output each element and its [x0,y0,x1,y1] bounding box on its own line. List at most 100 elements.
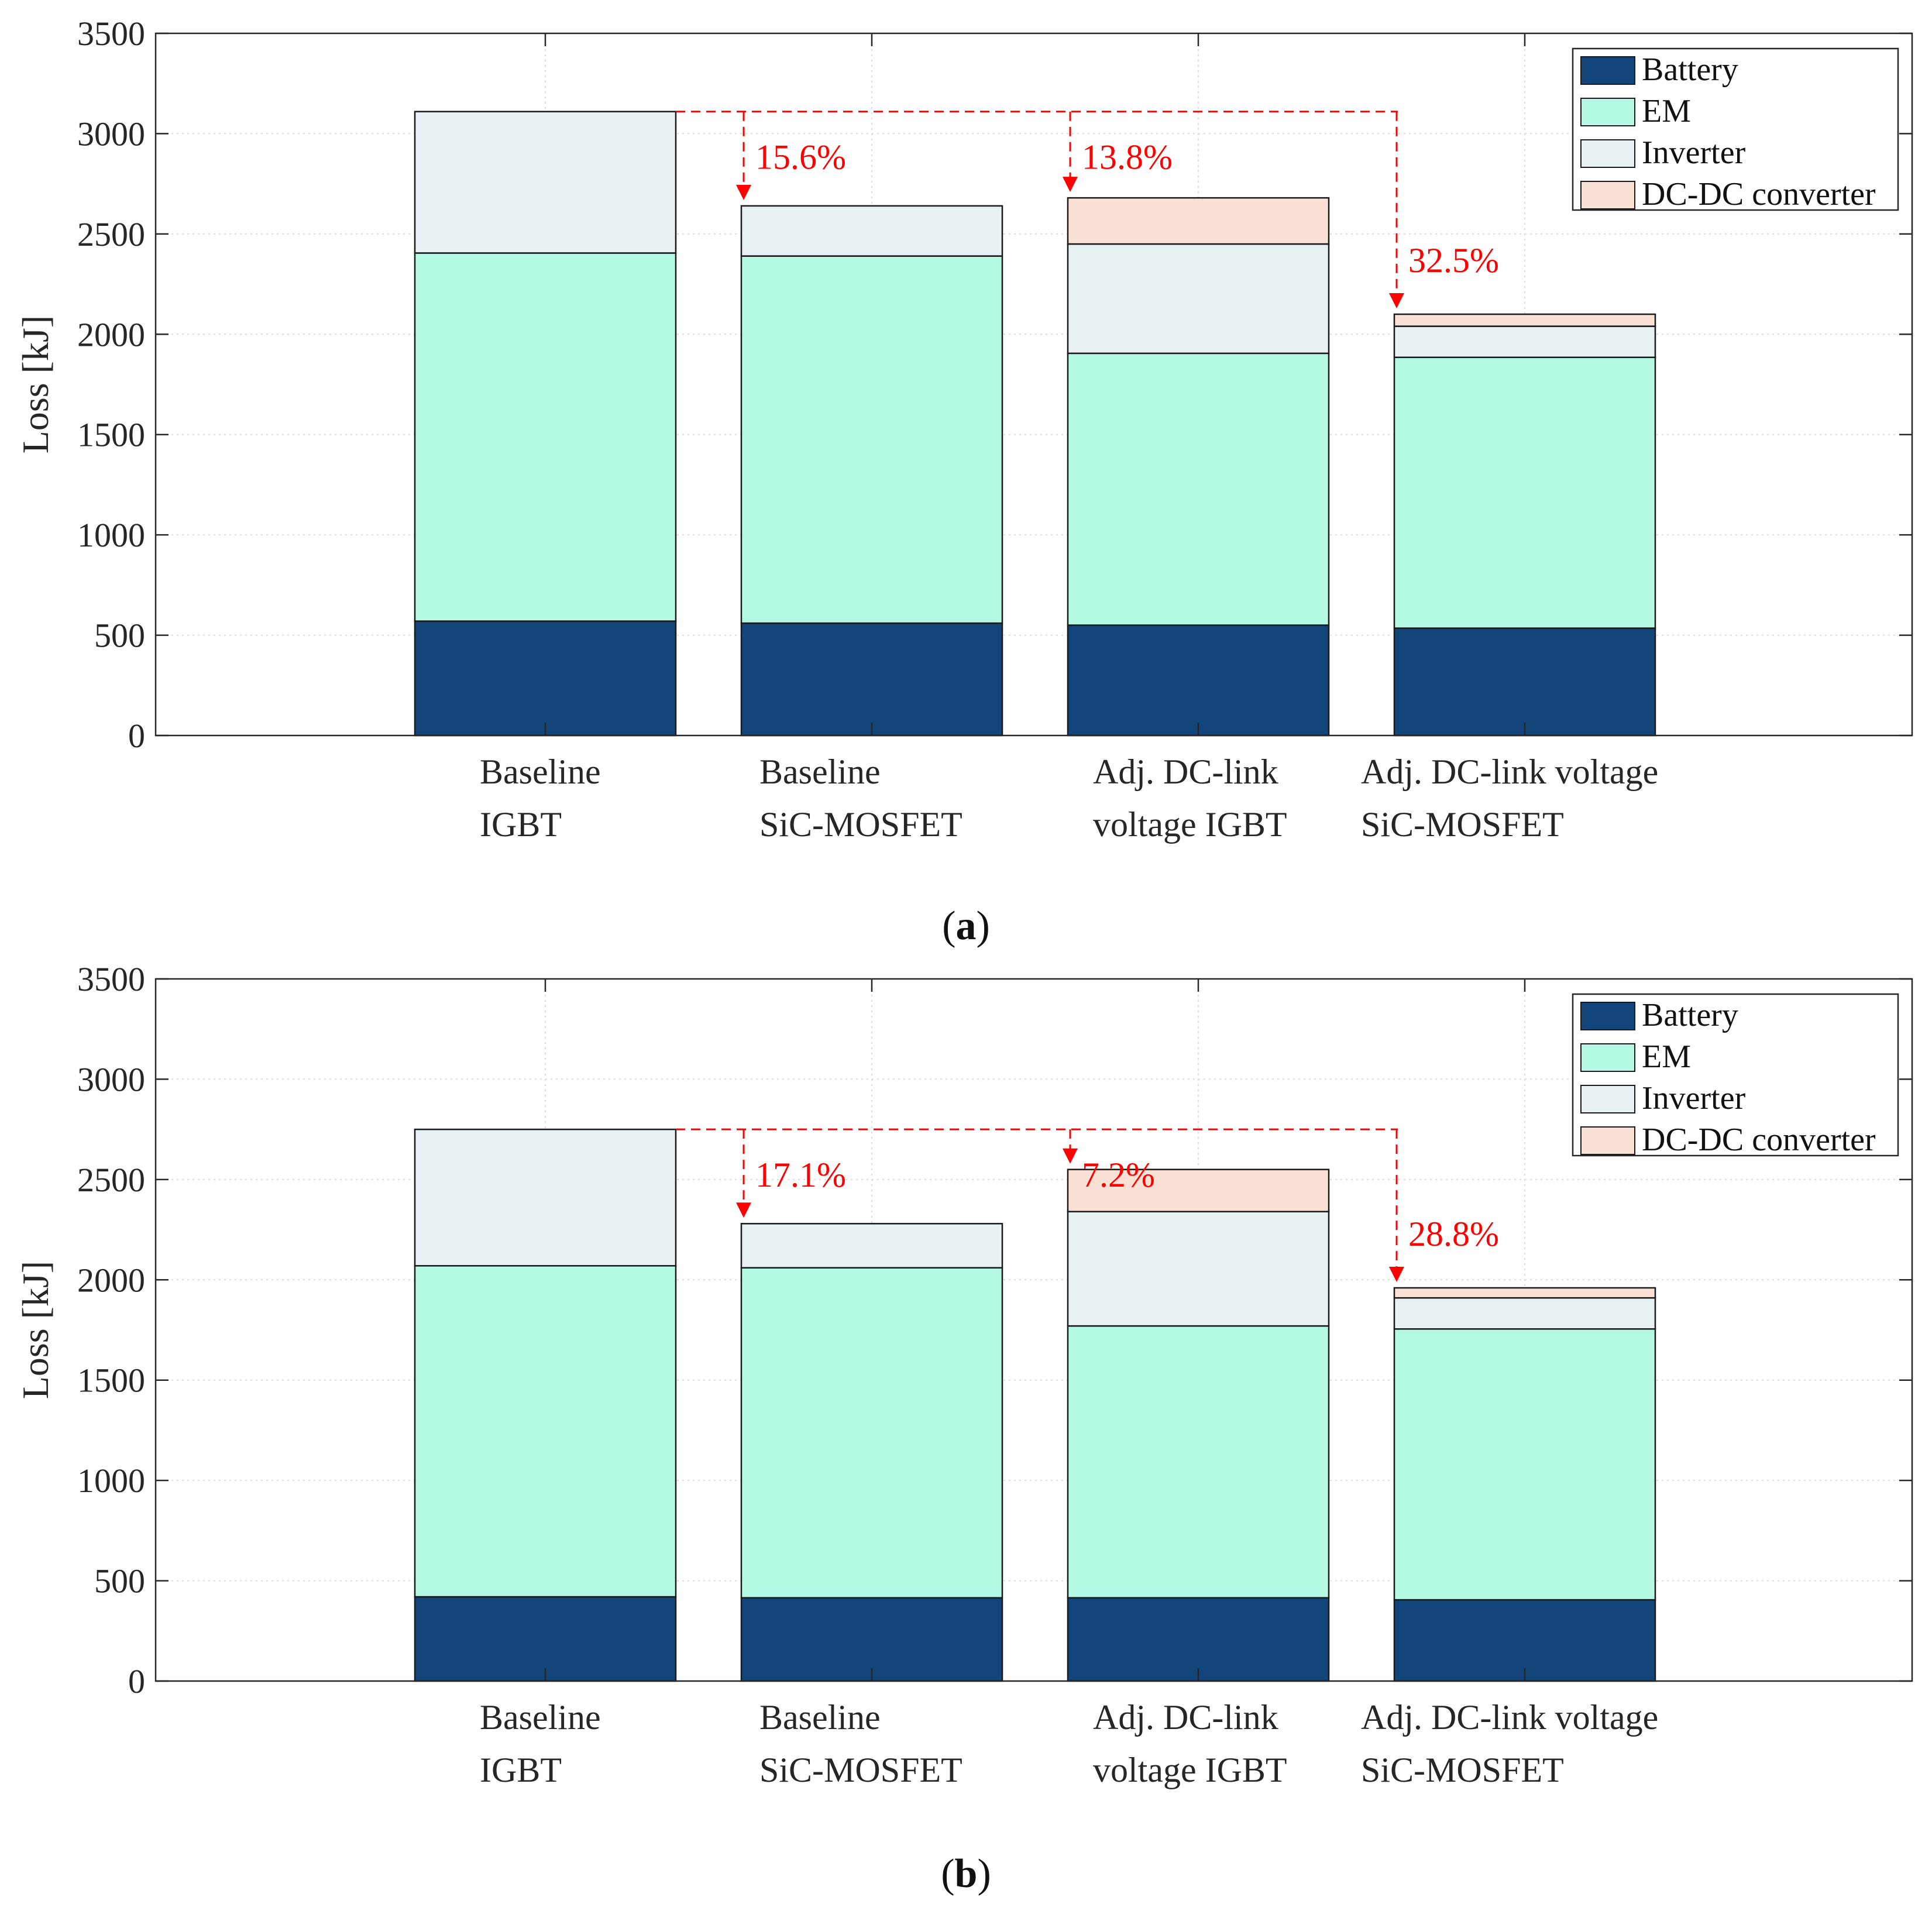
legend: Battery EM Inverter DC-DC converter [1572,993,1899,1158]
bar-segment-dc-dc-converter-4 [1393,1287,1656,1299]
x-tick-label: SiC-MOSFET [1361,805,1564,844]
y-tick-label: 1000 [77,1462,145,1500]
reduction-arrowhead [1063,1148,1078,1164]
reduction-percent-label: 7.2% [1082,1156,1155,1194]
reduction-arrowhead [1389,1267,1404,1282]
chart-panel-b: 0 500 1000 1500 2000 2500 3000 3500 Baseline IGBT… [15,960,1913,1896]
bar-segment-em-2 [740,1267,1003,1599]
reduction-percent-label: 13.8% [1082,138,1173,177]
bar-segment-dc-dc-converter-4 [1393,313,1656,327]
chart-panel-a: 0 500 1000 1500 2000 2500 3000 3500 Baseline IGBT… [15,15,1913,948]
bar-segment-em-4 [1393,356,1656,629]
legend-label: Battery [1642,51,1738,88]
legend-label: Inverter [1642,135,1746,171]
bar-segment-battery-3 [1067,624,1330,737]
panel-label-open: ( [942,903,955,948]
bar-segment-inverter-1 [414,1128,677,1267]
bar-segment-inverter-4 [1393,325,1656,358]
panel-label-letter: b [955,1851,978,1896]
reduction-arrowhead [736,184,751,200]
x-tick-label: voltage IGBT [1093,1751,1287,1789]
legend-swatch-em [1580,98,1635,126]
bar-segment-em-2 [740,255,1003,624]
legend-swatch-dc-dc-converter [1580,181,1635,209]
y-tick-label: 2000 [77,315,145,353]
x-tick-label: SiC-MOSFET [759,1751,962,1789]
y-tick-label: 2000 [77,1261,145,1299]
y-tick-label: 1500 [77,1362,145,1400]
x-tick-label: IGBT [480,805,562,844]
legend-swatch-dc-dc-converter [1580,1126,1635,1155]
bar-segment-dc-dc-converter-3 [1067,1168,1330,1212]
bar-segment-battery-1 [414,1596,677,1682]
axes-box [154,32,1913,737]
legend-swatch-inverter [1580,139,1635,168]
y-axis-label: Loss [kJ] [15,315,56,453]
panel-label-open: ( [941,1851,954,1896]
y-tick-label: 500 [94,1562,145,1600]
legend-label: Battery [1642,997,1738,1033]
bar-segment-battery-2 [740,1597,1003,1682]
reduction-percent-label: 15.6% [755,138,846,177]
bar-segment-inverter-4 [1393,1297,1656,1330]
bar-segment-inverter-1 [414,111,677,254]
bar-segment-em-3 [1067,1325,1330,1599]
reduction-arrowhead [1389,293,1404,308]
legend-label: Inverter [1642,1080,1746,1116]
y-tick-label: 0 [128,1662,145,1700]
axes-box [154,978,1913,1682]
y-tick-label: 2500 [77,1161,145,1199]
bar-segment-inverter-2 [740,205,1003,257]
legend-swatch-battery [1580,1002,1635,1030]
y-tick-label: 3000 [77,115,145,153]
bar-segment-battery-4 [1393,627,1656,737]
panel-label: (a) [942,903,990,948]
legend-label: DC-DC converter [1642,1122,1876,1158]
y-tick-label: 3000 [77,1060,145,1098]
y-tick-label: 2500 [77,215,145,253]
y-tick-label: 0 [128,717,145,755]
legend-label: DC-DC converter [1642,176,1876,212]
bar-segment-inverter-3 [1067,243,1330,355]
bar-segment-inverter-2 [740,1223,1003,1269]
reduction-annotations: 17.1% 7.2% 28.8% [676,1128,1499,1282]
bar-segment-em-1 [414,252,677,622]
reduction-percent-label: 32.5% [1408,241,1499,280]
legend-swatch-em [1580,1043,1635,1072]
panel-label-close: ) [977,1851,991,1896]
y-axis-label: Loss [kJ] [15,1261,56,1399]
y-tick-label: 3500 [77,15,145,53]
x-tick-label: SiC-MOSFET [759,805,962,844]
panel-label: (b) [941,1851,991,1896]
y-tick-label: 1000 [77,516,145,554]
x-tick-label: IGBT [480,1751,562,1789]
reduction-percent-label: 17.1% [755,1156,846,1194]
legend: Battery EM Inverter DC-DC converter [1572,47,1899,212]
x-tick-label: Baseline [759,1698,881,1737]
bar-segment-inverter-3 [1067,1211,1330,1327]
reduction-annotations: 15.6% 13.8% 32.5% [676,111,1499,308]
x-tick-label: Baseline [480,1698,601,1737]
bar-segment-battery-2 [740,622,1003,737]
reduction-arrowhead [1063,177,1078,193]
x-tick-label: Adj. DC-link [1093,752,1278,791]
legend-swatch-battery [1580,56,1635,85]
bar-segment-em-4 [1393,1328,1656,1601]
x-tick-label: Baseline [759,752,881,791]
x-tick-label: Baseline [480,752,601,791]
y-tick-label: 500 [94,617,145,655]
legend-label: EM [1642,1039,1691,1075]
legend-swatch-inverter [1580,1085,1635,1113]
y-tick-label: 1500 [77,416,145,454]
legend-label: EM [1642,93,1691,129]
x-tick-label: voltage IGBT [1093,805,1287,844]
y-tick-label: 3500 [77,960,145,998]
bar-segment-em-1 [414,1265,677,1598]
bar-segment-em-3 [1067,352,1330,626]
bar-segment-dc-dc-converter-3 [1067,197,1330,245]
reduction-arrowhead [736,1202,751,1218]
reduction-percent-label: 28.8% [1408,1215,1499,1253]
panel-label-letter: a [956,903,977,948]
x-tick-label: SiC-MOSFET [1361,1751,1564,1789]
